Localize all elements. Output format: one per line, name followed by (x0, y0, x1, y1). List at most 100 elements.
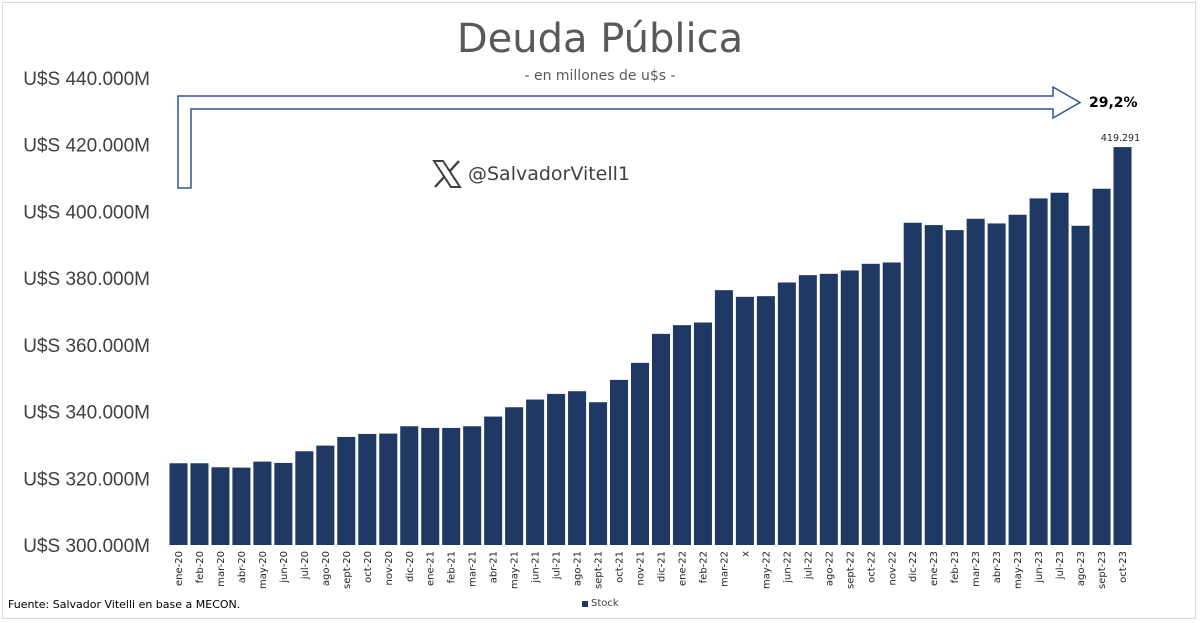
x-tick-label: oct-20 (363, 551, 374, 583)
x-tick-label: dic-20 (405, 551, 416, 582)
x-tick-label: abr-20 (237, 551, 248, 583)
y-tick-label: U$S 400.000M (23, 202, 150, 223)
bar-jun-22 (777, 282, 796, 545)
y-tick-label: U$S 420.000M (23, 136, 150, 157)
x-tick-label: dic-22 (908, 551, 919, 582)
bar-may-23 (1008, 214, 1027, 545)
bar-dic-20 (400, 426, 419, 545)
watermark-handle: @SalvadorVitell1 (432, 160, 630, 188)
y-tick-label: U$S 380.000M (23, 269, 150, 290)
y-tick-label: U$S 440.000M (23, 69, 150, 90)
bar-ene-23 (924, 225, 943, 545)
growth-arrow-shape (177, 85, 1082, 189)
bar-sept-23 (1092, 188, 1111, 545)
growth-arrow: 29,2% (177, 85, 1138, 189)
bars (169, 147, 1132, 546)
bar-sept-22 (840, 270, 859, 545)
bar-oct-22 (861, 263, 880, 545)
x-tick-label: may-22 (761, 551, 772, 589)
bar-abr-20 (232, 467, 251, 545)
bar-ago-20 (316, 445, 335, 545)
x-tick-label: ene-23 (929, 551, 940, 586)
bar-ene-21 (421, 427, 440, 545)
y-axis: U$S 300.000M U$S 320.000M U$S 340.000M U$S … (23, 69, 150, 557)
x-tick-label: mar-22 (719, 551, 730, 587)
x-tick-label: nov-22 (887, 551, 898, 585)
bar-jun-21 (526, 399, 545, 545)
bar-nov-20 (379, 433, 398, 545)
x-tick-label: ene-21 (426, 551, 437, 586)
bar-feb-22 (693, 322, 712, 545)
x-tick-label: jun-21 (531, 551, 542, 584)
bar-sept-21 (589, 402, 608, 545)
bar-dic-21 (651, 333, 671, 545)
x-tick-label: sept-22 (845, 551, 856, 589)
x-tick-label: jul-20 (300, 551, 311, 580)
bar-oct-20 (358, 433, 377, 545)
x-tick-label: feb-22 (698, 551, 709, 583)
bar-jul-22 (798, 275, 817, 545)
x-tick-label: ago-21 (573, 551, 584, 586)
x-tick-label: abr-23 (992, 551, 1003, 583)
bar-abr-23 (987, 223, 1006, 545)
bar-dic-22 (903, 222, 922, 545)
legend-swatch (582, 600, 588, 607)
legend: Stock (582, 598, 619, 609)
bar-ene-22 (672, 325, 691, 545)
x-tick-label: ene-22 (677, 551, 688, 586)
x-tick-label: dic-21 (656, 551, 667, 582)
bar-jul-23 (1050, 192, 1069, 545)
x-tick-label: ago-20 (321, 551, 332, 586)
x-tick-label: sept-23 (1097, 551, 1108, 589)
x-tick-label: feb-20 (195, 551, 206, 583)
source-note: Fuente: Salvador Vitelli en base a MECON… (8, 598, 241, 611)
x-tick-label: x (740, 551, 751, 557)
x-tick-label: may-21 (510, 551, 521, 589)
x-tick-label: oct-23 (1118, 551, 1129, 583)
bar-ago-21 (568, 391, 587, 545)
x-tick-label: mar-23 (971, 551, 982, 587)
x-tick-label: jul-22 (803, 551, 814, 580)
bar-ago-22 (819, 273, 838, 545)
x-tick-label: nov-20 (384, 551, 395, 585)
bar-ene-20 (169, 463, 188, 545)
y-tick-label: U$S 300.000M (23, 536, 150, 557)
x-tick-label: jun-22 (782, 551, 793, 584)
bar-may-20 (253, 461, 272, 545)
bar-jun-23 (1029, 198, 1048, 546)
bar-nov-22 (882, 262, 901, 545)
x-tick-label: sept-21 (594, 551, 605, 589)
bar-x (735, 296, 754, 545)
bar-nov-21 (630, 362, 650, 545)
x-tick-label: abr-21 (489, 551, 500, 583)
bar-may-21 (505, 407, 524, 545)
handle-text: @SalvadorVitell1 (468, 163, 631, 185)
x-tick-label: oct-22 (866, 551, 877, 583)
bar-mar-23 (966, 218, 985, 545)
data-label: 419.291 (1101, 133, 1140, 144)
x-tick-label: ago-23 (1076, 551, 1087, 586)
growth-percentage: 29,2% (1089, 95, 1138, 111)
bar-mar-21 (463, 426, 482, 545)
bar-may-22 (756, 296, 775, 545)
bar-mar-22 (714, 290, 733, 545)
x-tick-label: feb-23 (950, 551, 961, 583)
y-tick-label: U$S 340.000M (23, 403, 150, 424)
bar-feb-20 (190, 463, 209, 545)
chart-title: Deuda Pública (456, 16, 744, 62)
bar-jul-21 (547, 393, 566, 545)
x-tick-label: mar-20 (216, 551, 227, 587)
bar-feb-23 (945, 230, 964, 546)
bar-ago-23 (1071, 225, 1090, 545)
x-tick-label: ago-22 (824, 551, 835, 586)
x-tick-label: sept-20 (342, 551, 353, 589)
bar-oct-23 (1113, 147, 1132, 545)
bar-feb-21 (442, 427, 461, 545)
bar-oct-21 (610, 379, 629, 545)
bar-jul-20 (295, 451, 314, 545)
x-tick-label: jun-23 (1034, 551, 1045, 584)
bar-sept-20 (337, 436, 356, 545)
x-tick-label: feb-21 (447, 551, 458, 583)
x-tick-label: jun-20 (279, 551, 290, 584)
